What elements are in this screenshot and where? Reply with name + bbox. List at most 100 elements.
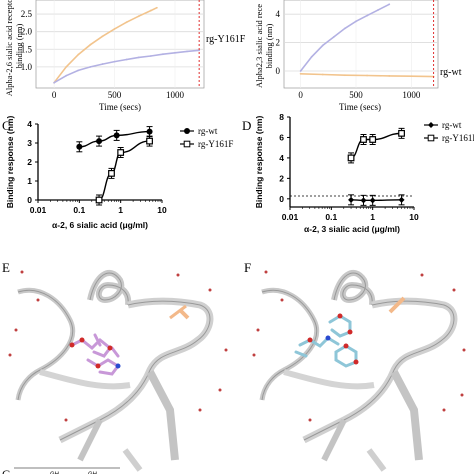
panel-b-ytick-label: 4 — [276, 9, 281, 19]
panel-b: rg-wt 0 2 4 0 500 1000 Alpha2,3 sialic acid r… — [254, 0, 462, 112]
panel-e-letter: E — [2, 260, 10, 275]
panel-g-header-2: GH — [88, 472, 97, 474]
panel-b-series-1-point — [366, 74, 368, 77]
panel-d-ytick-label: 0 — [279, 194, 284, 204]
panel-c-point — [108, 170, 115, 177]
panel-d-xtick-label: 10 — [409, 212, 419, 222]
panel-a-series-1-point — [186, 50, 188, 53]
panel-c-series-0-fit — [79, 130, 150, 148]
panel-d-series-0-fit — [351, 199, 402, 202]
panel-a-series-1-point — [89, 65, 92, 68]
panel-g-letter: G — [2, 467, 11, 474]
panel-a-series-0-point — [101, 35, 104, 38]
panel-c-point — [96, 138, 103, 145]
panel-d-point — [398, 129, 405, 137]
panel-a-series-0-point — [155, 6, 158, 9]
panel-d: D 0 2 4 6 8 0.01 0.1 1 10 rg-wt rg-Y161F Binding … — [242, 112, 474, 234]
panel-d-legend-marker — [428, 122, 434, 128]
panel-a-series-0-point — [77, 53, 80, 56]
panel-d-xtick-label: 0.01 — [282, 212, 299, 222]
panel-c-ytick-label: 1 — [27, 176, 32, 186]
panel-d-point — [347, 154, 355, 162]
panel-a-series-label: rg-Y161F — [206, 34, 246, 45]
panel-a-series-1-point — [162, 53, 164, 56]
panel-a-series-0-point — [137, 15, 140, 18]
panel-b-series-1-point — [410, 75, 413, 78]
panel-b-series-0-point — [377, 9, 380, 11]
panel-a-series-0-point — [149, 9, 152, 12]
panel-a-series-1-point — [113, 60, 116, 63]
panel-a-ylabel-1: Alpha-2,6 sialic acid receptor — [4, 0, 14, 96]
panel-f-ligand — [294, 313, 359, 368]
panel-b-xtick-label: 1000 — [402, 90, 421, 100]
panel-b-series-0-point — [321, 44, 324, 47]
panel-b-xtick-label: 500 — [349, 90, 363, 100]
panel-a-plot-area — [35, 0, 205, 89]
panel-c-point — [95, 196, 103, 204]
panel-f-protein-ribbon — [259, 270, 458, 472]
panel-c-xtick-label: 10 — [157, 205, 167, 215]
panel-d-ytick-label: 8 — [279, 112, 284, 122]
panel-a-series-1-point — [149, 55, 152, 57]
panel-a-series-0-point — [89, 43, 92, 46]
panel-d-xtick-label: 1 — [370, 212, 375, 222]
panel-a-xtick-label: 500 — [108, 90, 122, 100]
panel-d-series-1-fit — [350, 132, 402, 159]
panel-a-series-0-line — [53, 6, 158, 84]
panel-a-series-0-point — [113, 27, 116, 30]
panel-c-point — [76, 143, 83, 150]
panel-c-letter: C — [2, 118, 11, 133]
panel-c-point — [146, 128, 153, 135]
panel-b-series-0-point — [332, 36, 335, 38]
panel-c-xtick-label: 0.01 — [30, 205, 47, 215]
panel-d-xtick-label: 0.1 — [325, 212, 337, 222]
panel-d-xlabel: α-2, 3 sialic acid (μg/ml) — [304, 224, 400, 234]
panel-a-xtick-label: 0 — [52, 90, 57, 100]
panel-b-series-0-point — [366, 14, 368, 17]
panel-b-series-1-point — [299, 72, 302, 75]
panel-c-series-1-fit — [98, 140, 150, 201]
panel-g: G GH GH — [2, 467, 120, 474]
panel-c-xlabel: α-2, 6 sialic acid (μg/ml) — [52, 220, 148, 230]
panel-f-letter: F — [244, 260, 251, 275]
panel-b-ylabel-2: binding (nm) — [264, 24, 274, 69]
panel-c-legend-marker — [183, 140, 191, 148]
panel-d-ytick-label: 2 — [279, 173, 284, 183]
panel-d-ylabel: Binding response (nm) — [254, 116, 264, 209]
panel-c: C 0 1 2 3 4 0.01 0.1 1 10 rg-wt rg-Y161F Binding … — [2, 116, 233, 230]
panel-a-xlabel: Time (secs) — [99, 102, 141, 112]
panel-e-ligand — [69, 333, 121, 376]
panel-f-water-dots — [252, 270, 466, 422]
panel-d-letter: D — [242, 118, 251, 133]
panel-b-ytick-label: 2 — [276, 38, 281, 48]
panel-b-series-1-point — [344, 74, 346, 77]
panel-a-series-1-point — [77, 69, 80, 72]
panel-a-ytick-label: 1.5 — [21, 44, 33, 54]
panel-c-xtick-label: 0.1 — [73, 205, 85, 215]
panel-e-water-dots — [8, 270, 228, 422]
panel-a-ytick-label: 2.0 — [21, 27, 33, 37]
panel-d-point — [360, 136, 367, 143]
panel-d-ytick-label: 6 — [279, 132, 284, 142]
panel-b-series-0-point — [344, 27, 346, 30]
panel-a-ytick-label: 2.5 — [21, 9, 33, 19]
panel-c-point — [117, 149, 125, 156]
panel-d-ytick-label: 4 — [279, 153, 284, 163]
panel-a-series-0-point — [65, 65, 68, 68]
panel-b-series-label: rg-wt — [440, 67, 462, 78]
panel-a-series-1-point — [137, 56, 140, 59]
panel-d-legend-label: rg-wt — [442, 120, 462, 130]
panel-a-series-1-point — [174, 51, 176, 54]
panel-b-ylabel-1: Alpha2,3 sialic acid rece — [254, 4, 264, 88]
panel-c-legend-label: rg-Y161F — [198, 139, 233, 149]
panel-a-series-0-point — [125, 21, 128, 24]
panel-d-point — [398, 196, 405, 203]
panel-b-xlabel: Time (secs) — [339, 102, 381, 112]
panel-a-series-1-point — [65, 74, 68, 77]
panel-b-series-1-point — [388, 75, 391, 77]
panel-a-ytick-label: 1.0 — [21, 62, 33, 72]
panel-c-point — [113, 132, 120, 139]
panel-a-series-1-point — [101, 63, 104, 65]
panel-d-point — [348, 196, 355, 203]
panel-c-ytick-label: 4 — [27, 119, 32, 129]
